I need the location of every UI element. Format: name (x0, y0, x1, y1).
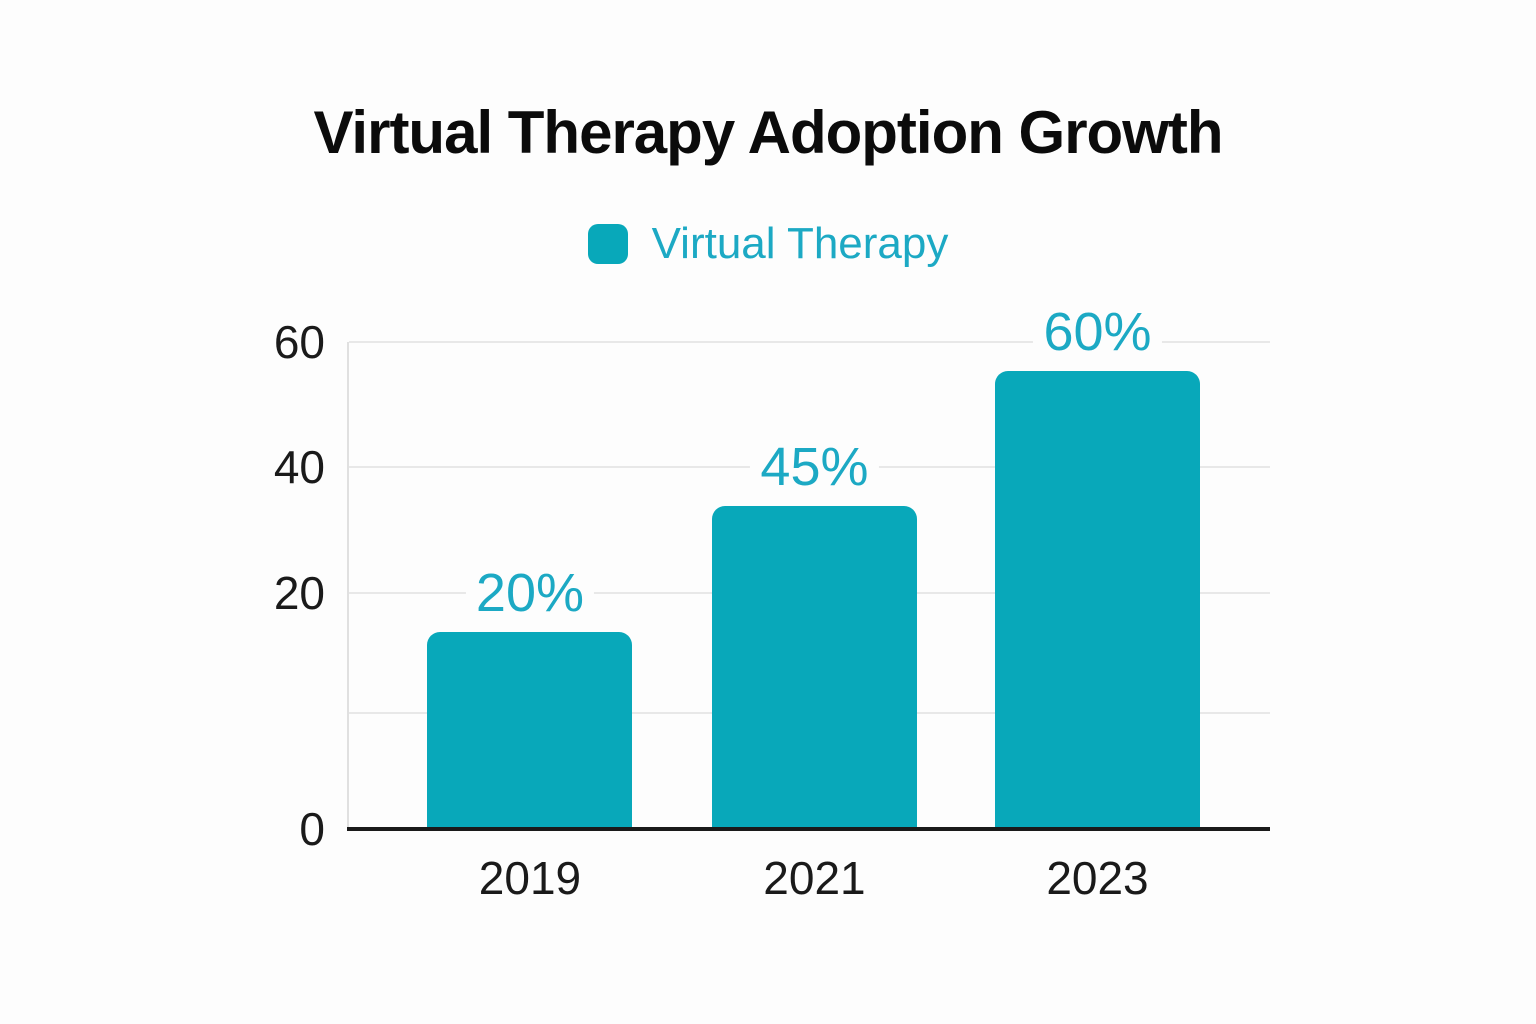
legend-swatch-icon (587, 224, 628, 264)
y-axis-tick-label: 0 (299, 803, 325, 855)
x-axis-line (347, 827, 1270, 831)
bar-value-label: 60% (1033, 300, 1162, 363)
bar-value-label: 20% (465, 562, 595, 625)
legend: Virtual Therapy (0, 220, 1536, 268)
x-axis-tick-label: 2023 (1046, 852, 1149, 904)
x-axis-tick-label: 2021 (763, 852, 866, 904)
plot-area: 60 40 20 0 20% 2019 45% 2021 60% 2023 (274, 300, 1270, 904)
y-axis-tick-label: 40 (273, 441, 325, 493)
y-axis-tick-label: 20 (273, 566, 325, 619)
gridline (349, 341, 1270, 343)
bar-2021 (711, 505, 917, 829)
y-axis-tick-label: 60 (273, 316, 325, 368)
chart-title: Virtual Therapy Adoption Growth (313, 99, 1223, 166)
bar-value-label: 45% (750, 435, 879, 498)
x-axis-tick-label: 2019 (478, 852, 582, 904)
bar-2023 (994, 370, 1200, 829)
legend-label: Virtual Therapy (651, 219, 949, 268)
bar-2019 (427, 632, 633, 829)
